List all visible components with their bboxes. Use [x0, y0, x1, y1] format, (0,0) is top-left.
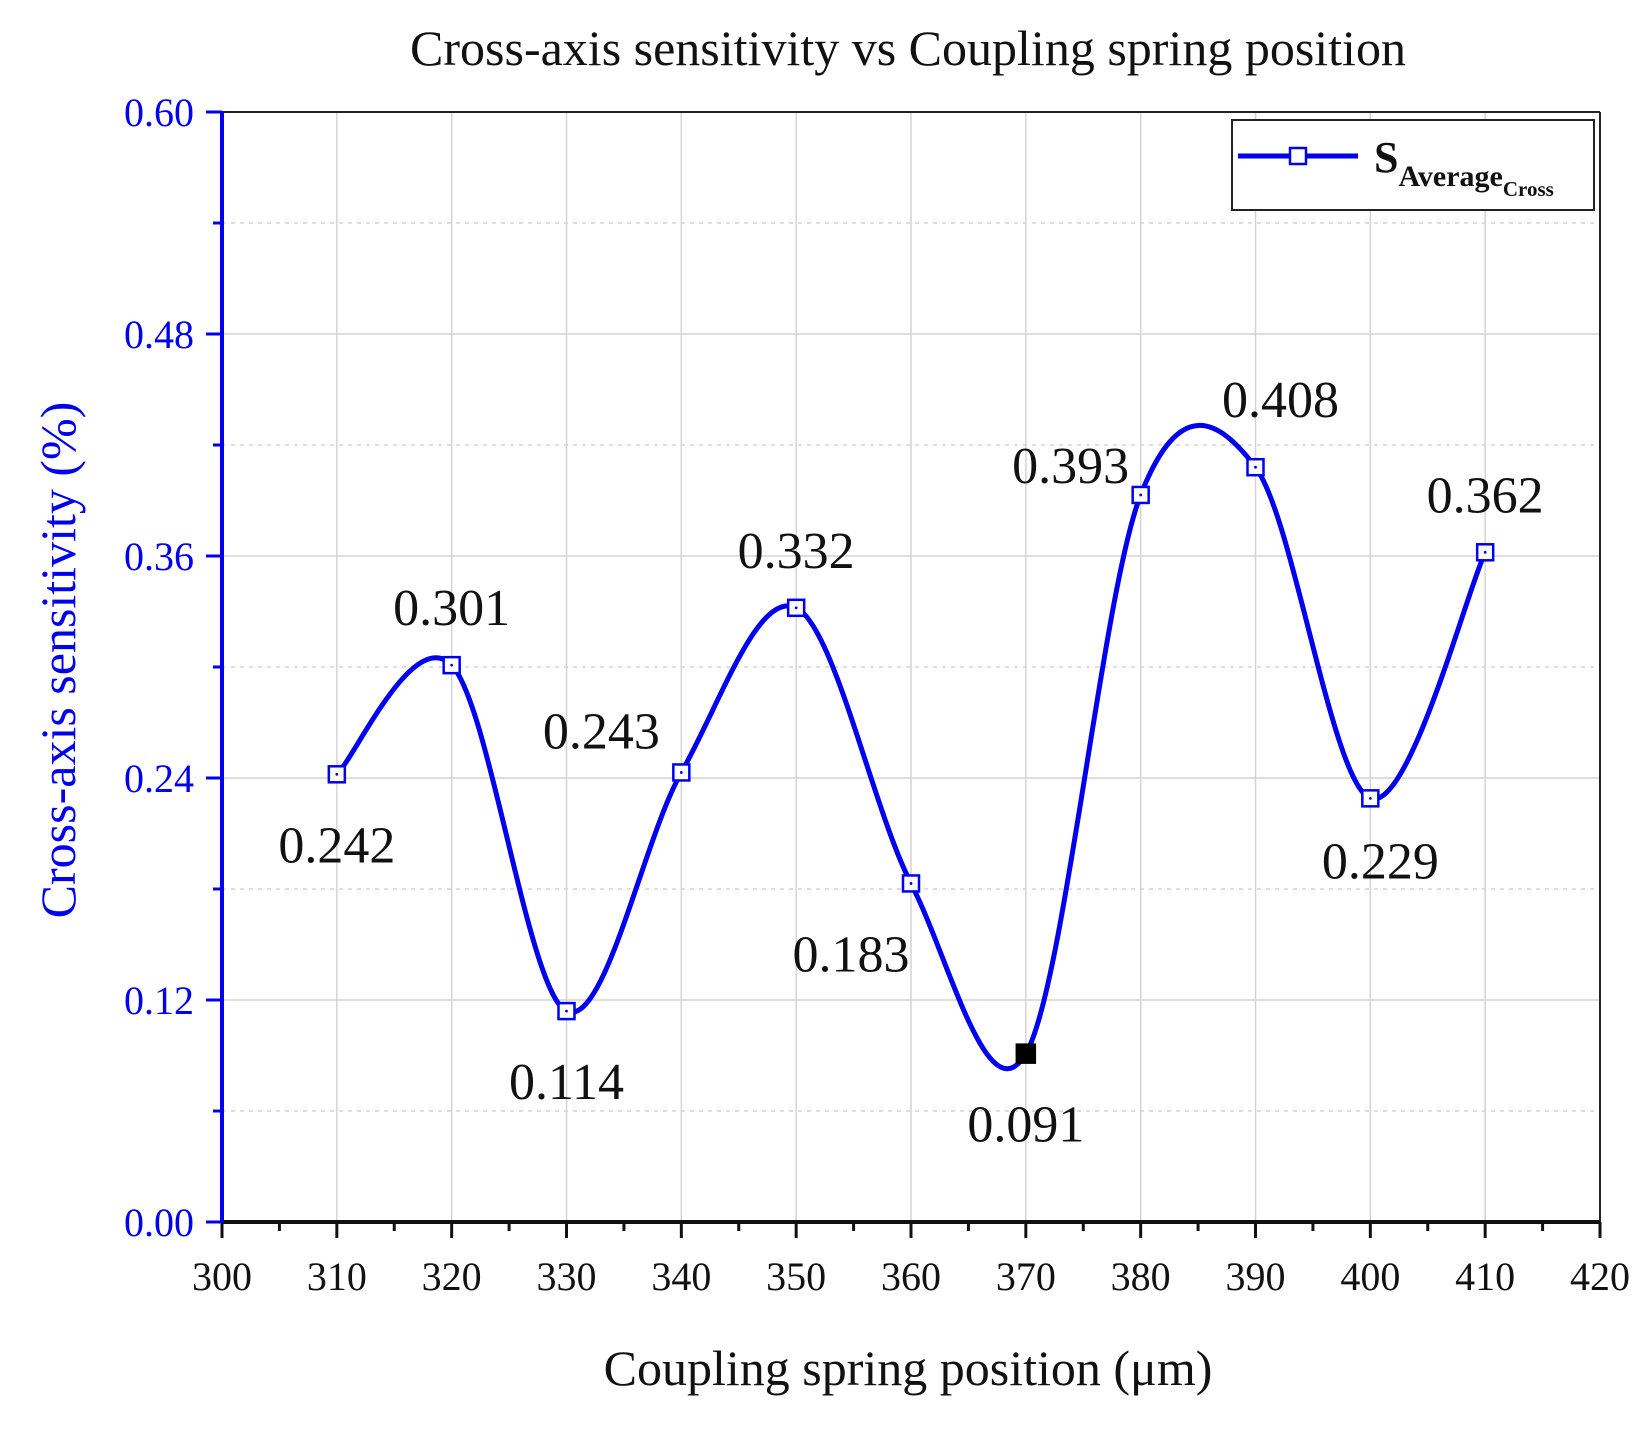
data-label: 0.114 [509, 1054, 624, 1111]
x-tick-label: 340 [651, 1254, 711, 1299]
y-axis-label: Cross-axis sensitivity (%) [30, 402, 86, 919]
grid [222, 112, 1600, 1222]
x-tick-label: 310 [307, 1254, 367, 1299]
x-tick-label: 330 [537, 1254, 597, 1299]
legend-label-subsub: Cross [1503, 177, 1554, 201]
x-tick-label: 320 [422, 1254, 482, 1299]
legend-marker [1288, 146, 1308, 166]
data-point-center [909, 882, 913, 885]
data-point-center [565, 1009, 568, 1013]
x-tick-label: 410 [1455, 1254, 1515, 1299]
data-label: 0.408 [1222, 372, 1339, 429]
data-label: 0.183 [793, 926, 910, 983]
data-point-center [1254, 465, 1257, 469]
data-point-min [1015, 1043, 1037, 1064]
chart-title: Cross-axis sensitivity vs Coupling sprin… [410, 20, 1406, 76]
data-label: 0.393 [1012, 438, 1129, 495]
legend: SAverageCross [1231, 119, 1595, 211]
legend-label-sub: Average [1398, 160, 1502, 193]
y-tick-label: 0.00 [124, 1200, 194, 1245]
legend-label: SAverageCross [1374, 133, 1554, 201]
data-point-center [450, 663, 454, 667]
legend-label-main: S [1374, 133, 1398, 182]
x-tick-label: 420 [1570, 1254, 1630, 1299]
y-tick-label: 0.12 [124, 978, 194, 1023]
data-label: 0.242 [278, 817, 395, 874]
series-line [334, 422, 1488, 1072]
x-tick-label: 300 [192, 1254, 252, 1299]
data-point-center [679, 771, 683, 774]
x-axis-label: Coupling spring position (μm) [604, 1340, 1213, 1396]
data-point-center [335, 772, 339, 776]
data-label: 0.091 [967, 1097, 1084, 1154]
tick-labels: 300 310 320 330 340 350 360 370 380 390 400 410 420 0… [124, 90, 1630, 1299]
data-point-center [1368, 796, 1372, 800]
x-tick-label: 350 [766, 1254, 826, 1299]
data-label: 0.243 [543, 703, 660, 760]
x-tick-label: 380 [1111, 1254, 1171, 1299]
axes [206, 110, 1602, 1238]
data-point-center [1483, 550, 1487, 554]
x-tick-label: 370 [996, 1254, 1056, 1299]
data-labels: 0.242 0.301 0.114 0.243 0.332 0.183 0.091 0.393… [278, 372, 1543, 1153]
x-tick-label: 360 [881, 1254, 941, 1299]
y-tick-label: 0.36 [124, 534, 194, 579]
data-markers [327, 457, 1495, 1064]
y-tick-label: 0.60 [124, 90, 194, 135]
data-label: 0.229 [1322, 833, 1439, 890]
y-tick-label: 0.48 [124, 312, 194, 357]
data-point-center [1139, 493, 1143, 497]
data-point-center [794, 606, 798, 610]
x-tick-label: 390 [1226, 1254, 1286, 1299]
data-label: 0.332 [738, 523, 855, 580]
series-curve-layer [334, 422, 1488, 1072]
data-label: 0.301 [393, 580, 510, 637]
y-tick-label: 0.24 [124, 756, 194, 801]
data-label: 0.362 [1427, 467, 1544, 524]
x-tick-label: 400 [1340, 1254, 1400, 1299]
